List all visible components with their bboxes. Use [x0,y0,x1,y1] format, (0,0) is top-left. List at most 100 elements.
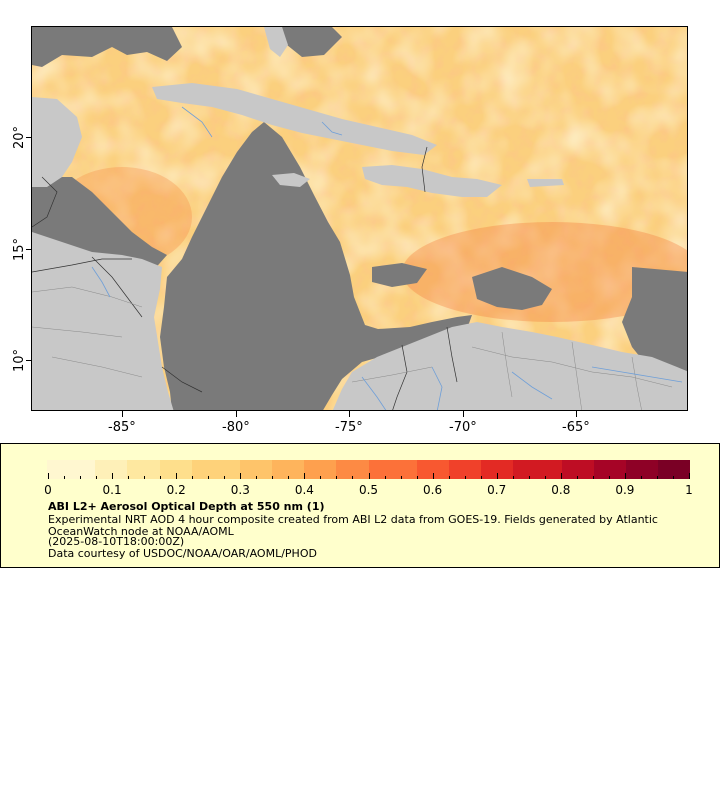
tick-mark [122,411,123,417]
tick-mark [26,137,31,138]
land-cuba [152,83,437,155]
colorbar-tick [64,476,66,479]
tick-mark [463,411,464,417]
land-yucatan [32,97,82,187]
lon-tick-label: -75° [335,420,363,435]
colorbar-label: 0.6 [423,483,443,497]
no-data-south-central [472,267,552,310]
colorbar-swatch [191,460,208,479]
colorbar-swatch [47,460,64,479]
tick-mark [236,411,237,417]
colorbar-tick [608,476,610,479]
colorbar-swatch [384,460,401,479]
colorbar-label: 0.3 [230,483,250,497]
no-data-caribbean-basin [160,122,472,410]
colorbar-label: 0.9 [615,483,635,497]
colorbar-tick [208,476,210,479]
colorbar-swatch [111,460,128,479]
colorbar-swatch [577,460,594,479]
lon-tick-label: -85° [108,420,136,435]
colorbar-tick [640,476,642,479]
colorbar-tick [160,476,162,479]
province-lines [32,286,673,410]
colorbar-tick [528,476,530,479]
colorbar-label: 0.1 [102,483,122,497]
legend-description: Experimental NRT AOD 4 hour composite cr… [48,513,658,538]
legend-title: ABI L2+ Aerosol Optical Depth at 550 nm … [48,500,325,513]
no-data-central-gulf [282,27,342,57]
tick-mark [26,360,31,361]
colorbar-label: 0.2 [166,483,186,497]
colorbar-tick [480,476,482,479]
colorbar-swatch [143,460,160,479]
colorbar-swatch [657,460,675,479]
colorbar-label: 0 [44,483,52,497]
rivers [91,106,683,410]
colorbar-tick [368,473,370,479]
colorbar-swatch [641,460,658,479]
colorbar-tick [384,476,386,479]
colorbar-swatch [529,460,546,479]
colorbar-swatch [79,460,96,479]
land-central-america [32,232,174,410]
colorbar-tick [448,476,450,479]
colorbar-swatch [175,460,192,479]
colorbar-tick [512,476,514,479]
map-panel[interactable] [31,26,688,411]
colorbar-tick [80,476,82,479]
lat-tick-label: 20° [12,125,28,150]
tick-mark [576,411,577,417]
colorbar-tick [144,476,146,479]
land-jamaica [272,173,310,187]
colorbar-swatch [448,460,466,479]
colorbar-swatch [304,460,321,479]
colorbar-swatch [368,460,385,479]
colorbar-label: 1 [685,483,693,497]
colorbar-tick [576,476,578,479]
legend-timestamp: (2025-08-10T18:00:00Z) [48,535,185,548]
colorbar-swatch [63,460,80,479]
colorbar-swatch [272,460,289,479]
colorbar-label: 0.7 [487,483,507,497]
colorbar-tick [224,476,226,479]
colorbar-tick [672,476,674,479]
colorbar-tick [544,476,546,479]
colorbar-swatch [127,460,144,479]
colorbar-tick [240,473,242,479]
land-south-america [332,322,687,410]
colorbar-tick [400,476,402,479]
colorbar-tick [624,473,626,479]
colorbar-swatch [674,460,691,479]
colorbar-swatch [95,460,112,479]
colorbar-tick [592,476,594,479]
colorbar-label: 0.5 [358,483,379,497]
aod-map[interactable] [32,27,688,411]
lon-tick-label: -65° [562,420,590,435]
tick-mark [26,249,31,250]
colorbar-swatch [239,460,257,479]
colorbar-tick [560,473,562,479]
colorbar-tick [112,473,114,479]
colorbar-swatch [159,460,176,479]
lat-tick-label: 10° [12,348,28,373]
colorbar-tick [689,473,690,479]
colorbar-tick [128,476,130,479]
lon-tick-label: -70° [449,420,477,435]
no-data-east-patch [372,263,427,287]
colorbar-label: 0.4 [294,483,314,497]
colorbar-tick [176,473,178,479]
colorbar-swatch [561,460,578,479]
colorbar-swatch [352,460,369,479]
colorbar-tick [256,476,258,479]
colorbar-tick [48,473,49,479]
colorbar-tick [320,476,322,479]
lon-tick-label: -80° [222,420,250,435]
tick-mark [349,411,350,417]
colorbar-swatch [336,460,353,479]
aod-plume [402,222,687,322]
colorbar-swatch [256,460,273,479]
colorbar-swatch [416,460,433,479]
colorbar-tick [496,473,498,479]
colorbar-tick [304,473,306,479]
colorbar-tick [336,476,338,479]
